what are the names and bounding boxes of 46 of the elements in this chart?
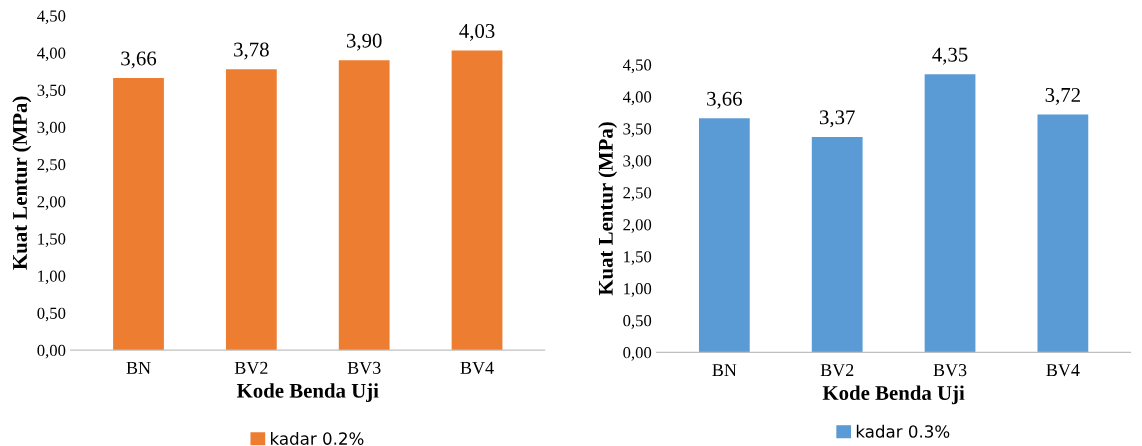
y-tick-label: 0,50 <box>37 307 66 322</box>
x-tick-label: BV2 <box>234 361 268 375</box>
bar <box>1037 114 1089 353</box>
bar <box>698 118 750 353</box>
data-label: 4,03 <box>459 23 495 41</box>
y-axis-title: Kuat Lentur (MPa) <box>12 96 32 270</box>
data-label: 3,66 <box>121 51 157 69</box>
y-tick-label: 4,00 <box>37 47 66 62</box>
x-tick-label: BV4 <box>1046 364 1080 377</box>
data-label: 4,35 <box>932 47 968 65</box>
y-tick-label: 2,50 <box>37 158 66 173</box>
bar <box>924 74 976 353</box>
data-label: 3,37 <box>819 110 855 128</box>
y-tick-label: 1,00 <box>624 283 652 297</box>
y-tick-label: 0,50 <box>623 315 652 329</box>
data-label: 3,90 <box>346 33 382 51</box>
y-tick-label: 1,50 <box>38 233 66 247</box>
x-tick-label: BV3 <box>347 361 381 375</box>
y-tick-label: 4,50 <box>37 10 66 24</box>
y-tick-label: 0,00 <box>37 344 66 359</box>
x-tick-label: BN <box>712 364 737 377</box>
y-tick-label: 0,00 <box>623 347 652 361</box>
y-tick-label: 1,00 <box>38 270 66 285</box>
y-tick-label: 3,50 <box>623 123 652 137</box>
x-axis-title: Kode Benda Uji <box>822 385 965 405</box>
bar <box>811 136 863 353</box>
y-tick-label: 2,00 <box>37 196 66 210</box>
y-tick-label: 3,50 <box>37 84 66 99</box>
y-tick-label: 2,50 <box>623 187 652 201</box>
y-tick-label: 2,00 <box>623 219 652 233</box>
data-label: 3,78 <box>234 42 269 60</box>
y-tick-label: 3,00 <box>37 121 66 136</box>
y-tick-label: 3,00 <box>623 155 652 169</box>
x-axis-title: Kode Benda Uji <box>236 383 379 403</box>
y-tick-label: 4,50 <box>622 59 652 74</box>
x-tick-label: BN <box>126 361 151 374</box>
y-axis-title: Kuat Lentur (MPa) <box>598 122 618 296</box>
x-tick-label: BV2 <box>820 364 854 377</box>
x-tick-label: BV4 <box>460 361 494 375</box>
legend-label: kadar 0.3% <box>856 424 950 438</box>
y-tick-label: 1,50 <box>624 251 652 265</box>
data-label: 3,72 <box>1045 87 1080 105</box>
x-tick-label: BV3 <box>933 364 967 377</box>
legend-label: kadar 0.2% <box>271 432 364 445</box>
data-label: 3,66 <box>707 91 742 109</box>
y-tick-label: 4,00 <box>622 91 652 105</box>
